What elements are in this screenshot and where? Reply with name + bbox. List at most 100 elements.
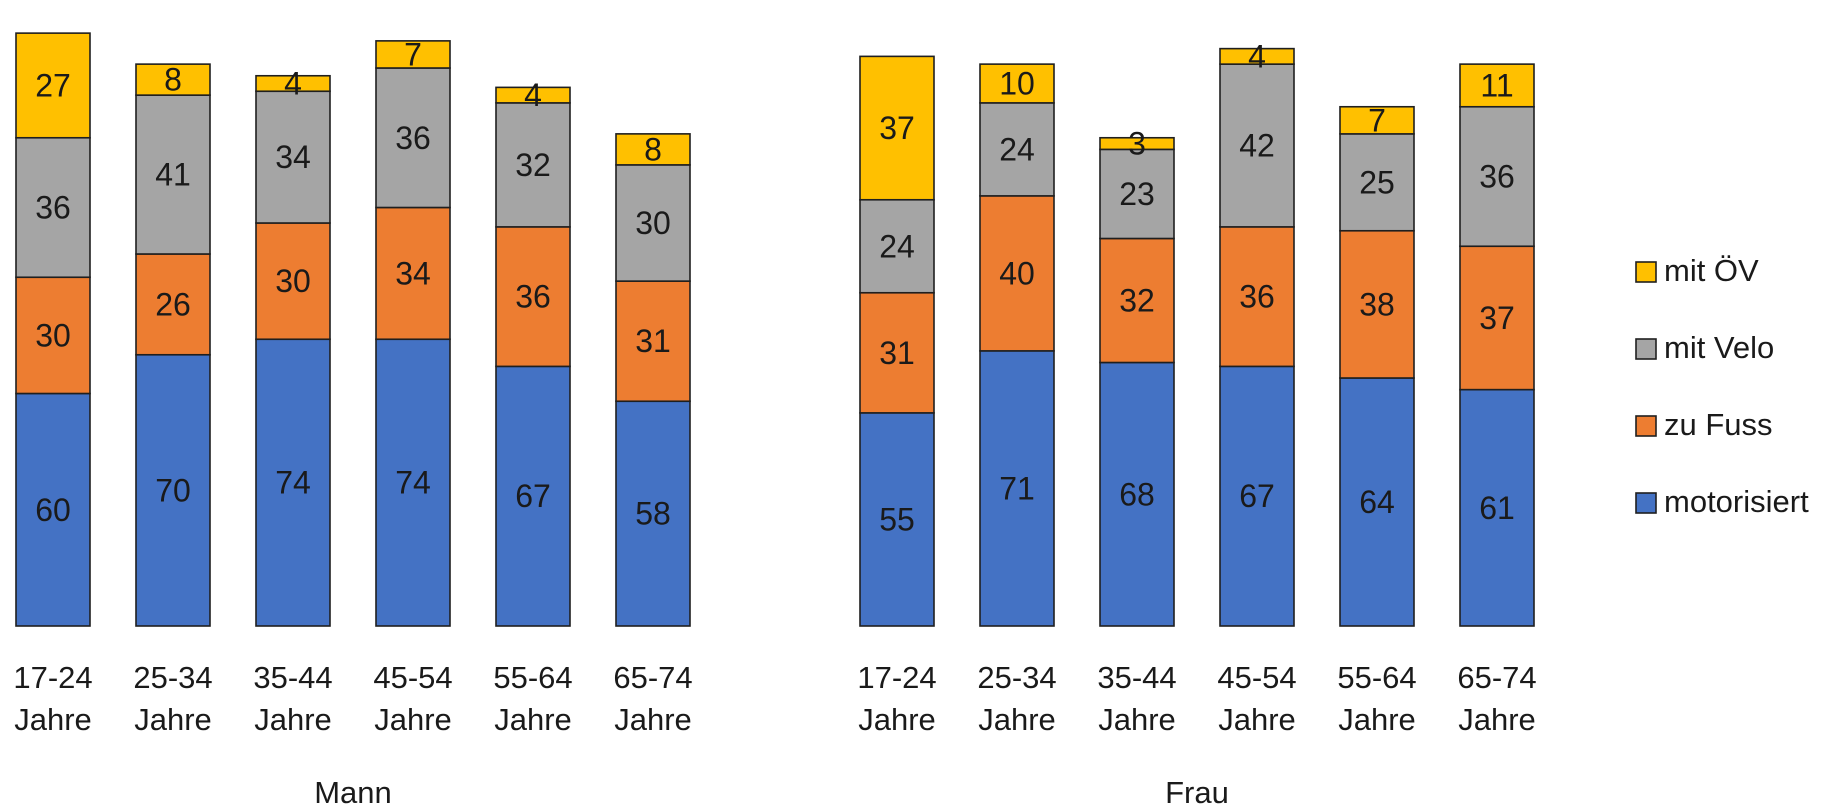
category-tick-frau-5-line2: Jahre bbox=[1338, 702, 1416, 737]
bar-segment-mann-2-mit-velo bbox=[135, 94, 211, 255]
category-ticks-layer: 17-24 Jahre 25-34 Jahre 35-44 Jahre 45-54 Jahre… bbox=[13, 660, 1536, 737]
category-tick-frau-5-line1: 55-64 bbox=[1337, 660, 1416, 695]
bar-segment-frau-5-zu-fuss bbox=[1339, 229, 1415, 379]
category-tick-frau-4-line2: Jahre bbox=[1218, 702, 1296, 737]
category-tick-frau-6-line2: Jahre bbox=[1458, 702, 1536, 737]
data-label-frau-1-zu-fuss: 31 bbox=[879, 335, 915, 371]
data-label-frau-1-motorisiert: 55 bbox=[879, 501, 915, 537]
data-label-frau-3-zu-fuss: 32 bbox=[1119, 283, 1155, 319]
data-label-mann-5-motorisiert: 67 bbox=[515, 478, 551, 514]
bar-segment-mann-3-mit-v bbox=[255, 74, 331, 93]
legend-swatch-motorisiert bbox=[1635, 492, 1657, 514]
bar-segment-frau-5-mit-velo bbox=[1339, 133, 1415, 232]
data-label-mann-1-zu-fuss: 30 bbox=[35, 317, 71, 353]
bar-segment-frau-2-mit-velo bbox=[979, 102, 1055, 197]
category-tick-mann-2-line1: 25-34 bbox=[133, 660, 212, 695]
data-label-frau-1-mit-velo: 24 bbox=[879, 228, 915, 264]
data-label-frau-5-zu-fuss: 38 bbox=[1359, 286, 1395, 322]
data-label-mann-4-motorisiert: 74 bbox=[395, 465, 431, 501]
group-label-frau: Frau bbox=[1165, 775, 1229, 810]
bar-segment-frau-6-zu-fuss bbox=[1459, 245, 1535, 391]
bar-segment-mann-5-mit-velo bbox=[495, 102, 571, 228]
category-tick-frau-1-line2: Jahre bbox=[858, 702, 936, 737]
category-tick-frau-3-line2: Jahre bbox=[1098, 702, 1176, 737]
bar-segment-mann-2-motorisiert bbox=[135, 353, 211, 627]
data-label-frau-4-mit-v: 4 bbox=[1248, 38, 1266, 74]
bar-segment-mann-5-motorisiert bbox=[495, 365, 571, 627]
bar-segment-mann-3-motorisiert bbox=[255, 338, 331, 627]
data-label-mann-4-mit-v: 7 bbox=[404, 36, 422, 72]
data-label-mann-6-zu-fuss: 31 bbox=[635, 323, 671, 359]
legend-label-mit-v: mit ÖV bbox=[1664, 253, 1759, 288]
bar-segment-mann-5-mit-v bbox=[495, 86, 571, 104]
bar-segment-mann-4-zu-fuss bbox=[375, 206, 451, 341]
data-label-mann-5-zu-fuss: 36 bbox=[515, 279, 551, 315]
category-tick-mann-5-line2: Jahre bbox=[494, 702, 572, 737]
group-label-mann: Mann bbox=[314, 775, 392, 810]
data-label-mann-2-zu-fuss: 26 bbox=[155, 286, 191, 322]
category-tick-frau-2-line2: Jahre bbox=[978, 702, 1056, 737]
bar-segment-mann-6-mit-velo bbox=[615, 164, 691, 282]
legend-label-mit-velo: mit Velo bbox=[1664, 330, 1774, 365]
data-label-frau-6-mit-v: 11 bbox=[1480, 67, 1513, 103]
bar-segment-mann-6-zu-fuss bbox=[615, 280, 691, 403]
group-labels-layer: Mann Frau bbox=[314, 775, 1229, 810]
data-label-mann-5-mit-v: 4 bbox=[524, 77, 542, 113]
category-tick-frau-2-line1: 25-34 bbox=[977, 660, 1056, 695]
bar-segment-frau-3-motorisiert bbox=[1099, 361, 1175, 627]
data-label-mann-4-zu-fuss: 34 bbox=[395, 255, 431, 291]
data-label-frau-4-motorisiert: 67 bbox=[1239, 478, 1275, 514]
data-label-mann-4-mit-velo: 36 bbox=[395, 120, 431, 156]
data-label-mann-1-motorisiert: 60 bbox=[35, 492, 71, 528]
data-label-mann-2-mit-velo: 41 bbox=[155, 157, 191, 193]
data-label-mann-3-zu-fuss: 30 bbox=[275, 263, 311, 299]
bar-segment-frau-1-mit-velo bbox=[859, 198, 935, 294]
category-tick-frau-6-line1: 65-74 bbox=[1457, 660, 1536, 695]
data-label-mann-6-motorisiert: 58 bbox=[635, 496, 671, 532]
data-label-frau-2-mit-velo: 24 bbox=[999, 131, 1035, 167]
bar-segment-frau-3-mit-v bbox=[1099, 136, 1175, 151]
data-label-mann-3-motorisiert: 74 bbox=[275, 465, 311, 501]
category-tick-mann-4-line1: 45-54 bbox=[373, 660, 452, 695]
bar-segment-mann-1-mit-v bbox=[15, 32, 91, 139]
data-label-frau-5-motorisiert: 64 bbox=[1359, 484, 1395, 520]
data-label-frau-5-mit-v: 7 bbox=[1368, 102, 1386, 138]
bar-segment-mann-4-mit-velo bbox=[375, 67, 451, 209]
data-label-frau-3-motorisiert: 68 bbox=[1119, 476, 1155, 512]
data-label-frau-2-motorisiert: 71 bbox=[999, 470, 1035, 506]
segment-labels-layer: 6030362770264187430344743436767363245831… bbox=[35, 36, 1515, 537]
data-label-frau-5-mit-velo: 25 bbox=[1359, 164, 1395, 200]
bar-segment-frau-1-motorisiert bbox=[859, 412, 935, 627]
bar-segment-frau-4-motorisiert bbox=[1219, 365, 1295, 627]
category-tick-mann-6-line2: Jahre bbox=[614, 702, 692, 737]
bar-segment-frau-5-mit-v bbox=[1339, 105, 1415, 135]
category-tick-mann-1-line2: Jahre bbox=[14, 702, 92, 737]
data-label-frau-3-mit-v: 3 bbox=[1128, 126, 1146, 162]
bar-segment-mann-2-zu-fuss bbox=[135, 253, 211, 356]
category-tick-mann-5-line1: 55-64 bbox=[493, 660, 572, 695]
category-tick-mann-3-line2: Jahre bbox=[254, 702, 332, 737]
category-tick-mann-4-line2: Jahre bbox=[374, 702, 452, 737]
bar-segment-frau-1-mit-v bbox=[859, 55, 935, 201]
bars-layer bbox=[15, 32, 1535, 627]
bar-segment-mann-1-motorisiert bbox=[15, 392, 91, 627]
data-label-mann-6-mit-velo: 30 bbox=[635, 205, 671, 241]
bar-segment-mann-3-zu-fuss bbox=[255, 222, 331, 341]
bar-segment-frau-3-zu-fuss bbox=[1099, 237, 1175, 364]
category-tick-frau-3-line1: 35-44 bbox=[1097, 660, 1176, 695]
legend: mit ÖV mit Velo zu Fuss motorisiert bbox=[1635, 253, 1809, 519]
bar-segment-frau-4-mit-v bbox=[1219, 47, 1295, 65]
category-tick-mann-1-line1: 17-24 bbox=[13, 660, 92, 695]
bar-segment-mann-6-mit-v bbox=[615, 133, 691, 166]
data-label-mann-1-mit-velo: 36 bbox=[35, 190, 71, 226]
bar-segment-frau-2-mit-v bbox=[979, 63, 1055, 104]
data-label-frau-6-mit-velo: 36 bbox=[1479, 159, 1515, 195]
bar-segment-frau-6-motorisiert bbox=[1459, 388, 1535, 627]
data-label-mann-5-mit-velo: 32 bbox=[515, 147, 551, 183]
bar-segment-mann-4-motorisiert bbox=[375, 338, 451, 627]
bar-segment-frau-5-motorisiert bbox=[1339, 377, 1415, 627]
data-label-frau-2-mit-v: 10 bbox=[999, 66, 1035, 102]
bar-segment-mann-6-motorisiert bbox=[615, 400, 691, 627]
legend-swatch-mit-v bbox=[1635, 261, 1657, 283]
